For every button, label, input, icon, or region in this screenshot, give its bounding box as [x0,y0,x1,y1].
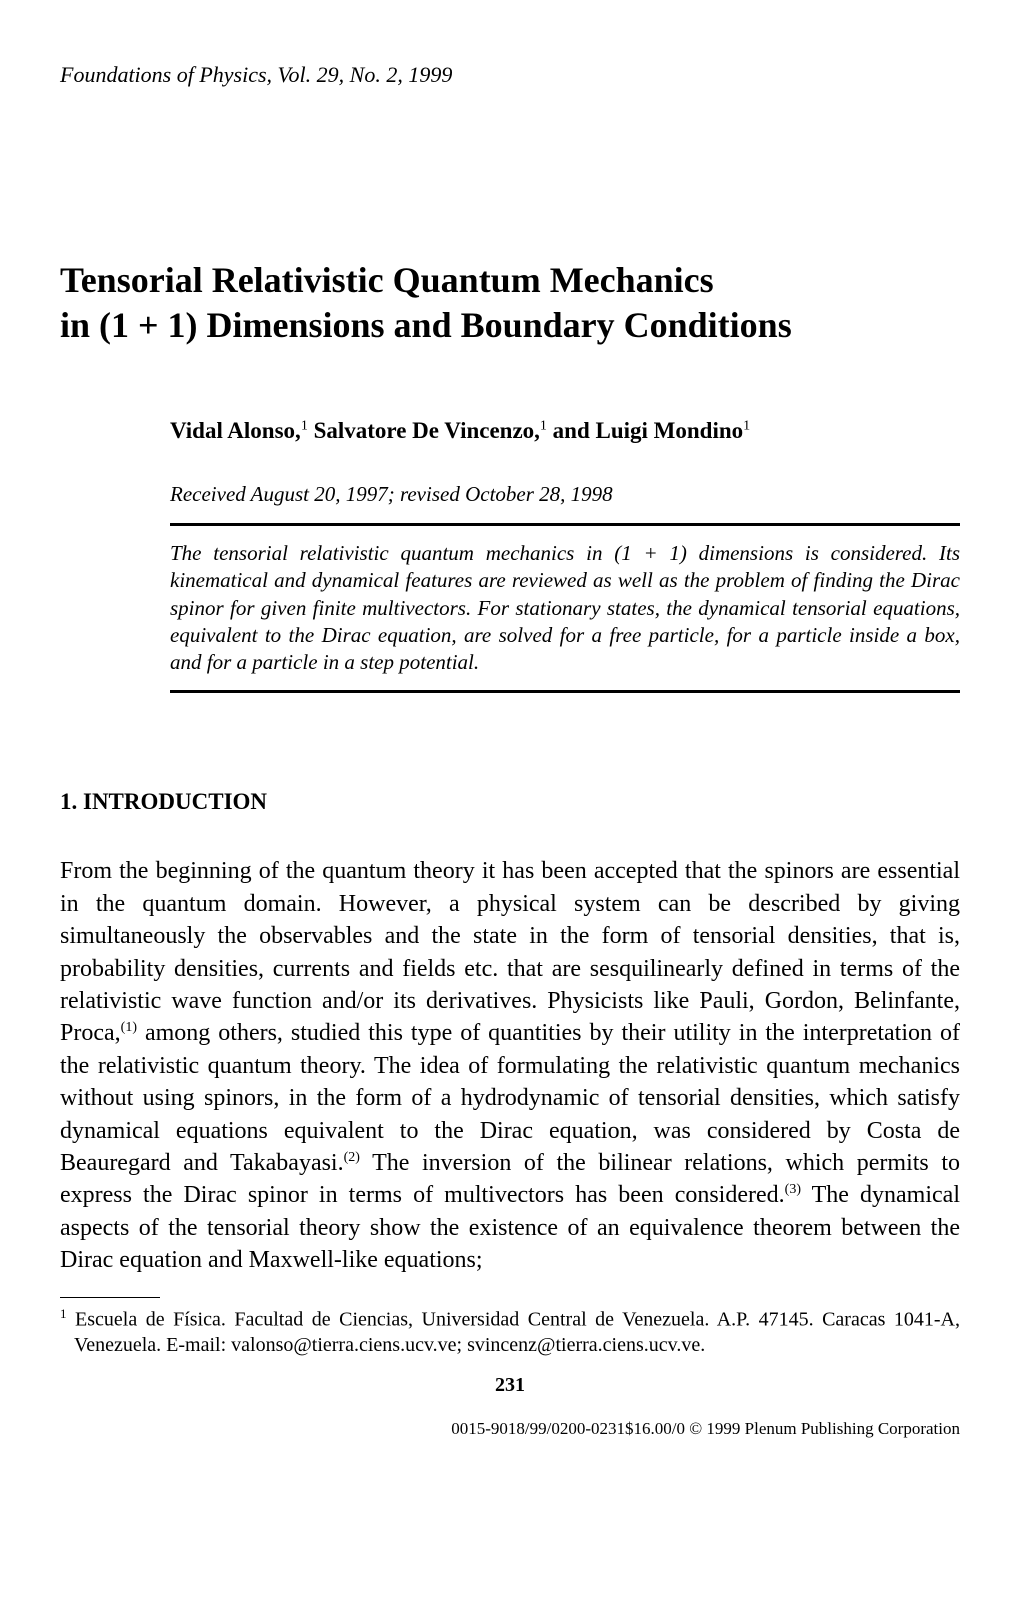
citation-1: (1) [121,1020,137,1035]
author-2-aff: 1 [540,418,547,433]
page-number: 231 [60,1374,960,1397]
citation-2: (2) [344,1150,360,1165]
title-line-2: in (1 + 1) Dimensions and Boundary Condi… [60,305,792,345]
running-head: Foundations of Physics, Vol. 29, No. 2, … [60,62,960,88]
copyright-line: 0015-9018/99/0200-0231$16.00/0 © 1999 Pl… [60,1419,960,1439]
body-paragraph-1: From the beginning of the quantum theory… [60,855,960,1276]
author-3-name: Luigi Mondino [596,418,744,443]
title-line-1: Tensorial Relativistic Quantum Mechanics [60,260,714,300]
footnote-1: 1 Escuela de Física. Facultad de Ciencia… [60,1306,960,1359]
abstract-rule-bottom [170,690,960,693]
author-3-aff: 1 [743,418,750,433]
abstract: The tensorial relativistic quantum mecha… [170,540,960,676]
footnote-rule [60,1297,160,1298]
author-1-name: Vidal Alonso, [170,418,301,443]
body-text-a: From the beginning of the quantum theory… [60,858,960,1046]
author-line: Vidal Alonso,1 Salvatore De Vincenzo,1 a… [170,418,960,444]
author-2-name: Salvatore De Vincenzo, [314,418,540,443]
footnote-text: Escuela de Física. Facultad de Ciencias,… [67,1308,961,1356]
received-line: Received August 20, 1997; revised Octobe… [170,482,960,507]
abstract-rule-top [170,523,960,526]
author-1-aff: 1 [301,418,308,433]
citation-3: (3) [785,1182,801,1197]
section-heading-introduction: 1. INTRODUCTION [60,789,960,815]
author-conjunction: and [553,418,596,443]
paper-title: Tensorial Relativistic Quantum Mechanics… [60,258,960,348]
